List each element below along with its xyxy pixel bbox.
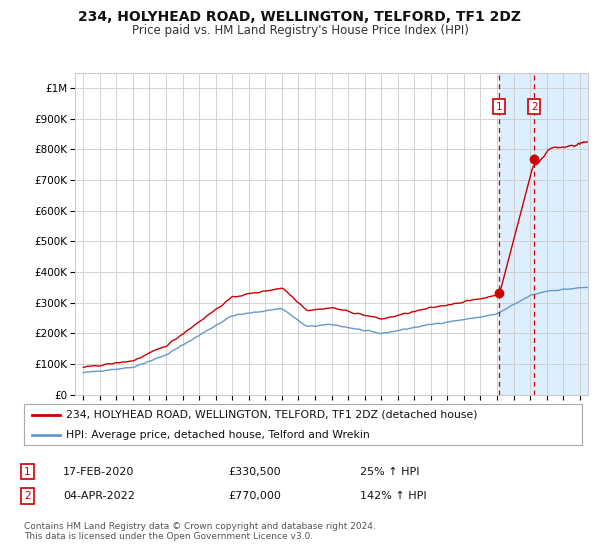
Text: 25% ↑ HPI: 25% ↑ HPI (360, 466, 419, 477)
Text: Price paid vs. HM Land Registry's House Price Index (HPI): Price paid vs. HM Land Registry's House … (131, 24, 469, 36)
Text: Contains HM Land Registry data © Crown copyright and database right 2024.
This d: Contains HM Land Registry data © Crown c… (24, 522, 376, 542)
Bar (499, 73, 600, 395)
Text: 04-APR-2022: 04-APR-2022 (63, 491, 135, 501)
Text: 142% ↑ HPI: 142% ↑ HPI (360, 491, 427, 501)
Text: £770,000: £770,000 (228, 491, 281, 501)
Text: 1: 1 (24, 466, 31, 477)
Text: 2: 2 (24, 491, 31, 501)
Text: 234, HOLYHEAD ROAD, WELLINGTON, TELFORD, TF1 2DZ (detached house): 234, HOLYHEAD ROAD, WELLINGTON, TELFORD,… (66, 409, 478, 419)
Text: HPI: Average price, detached house, Telford and Wrekin: HPI: Average price, detached house, Telf… (66, 430, 370, 440)
Text: 17-FEB-2020: 17-FEB-2020 (63, 466, 134, 477)
Text: 2: 2 (531, 101, 538, 111)
Text: £330,500: £330,500 (228, 466, 281, 477)
Text: 234, HOLYHEAD ROAD, WELLINGTON, TELFORD, TF1 2DZ: 234, HOLYHEAD ROAD, WELLINGTON, TELFORD,… (79, 10, 521, 24)
Text: 1: 1 (496, 101, 502, 111)
